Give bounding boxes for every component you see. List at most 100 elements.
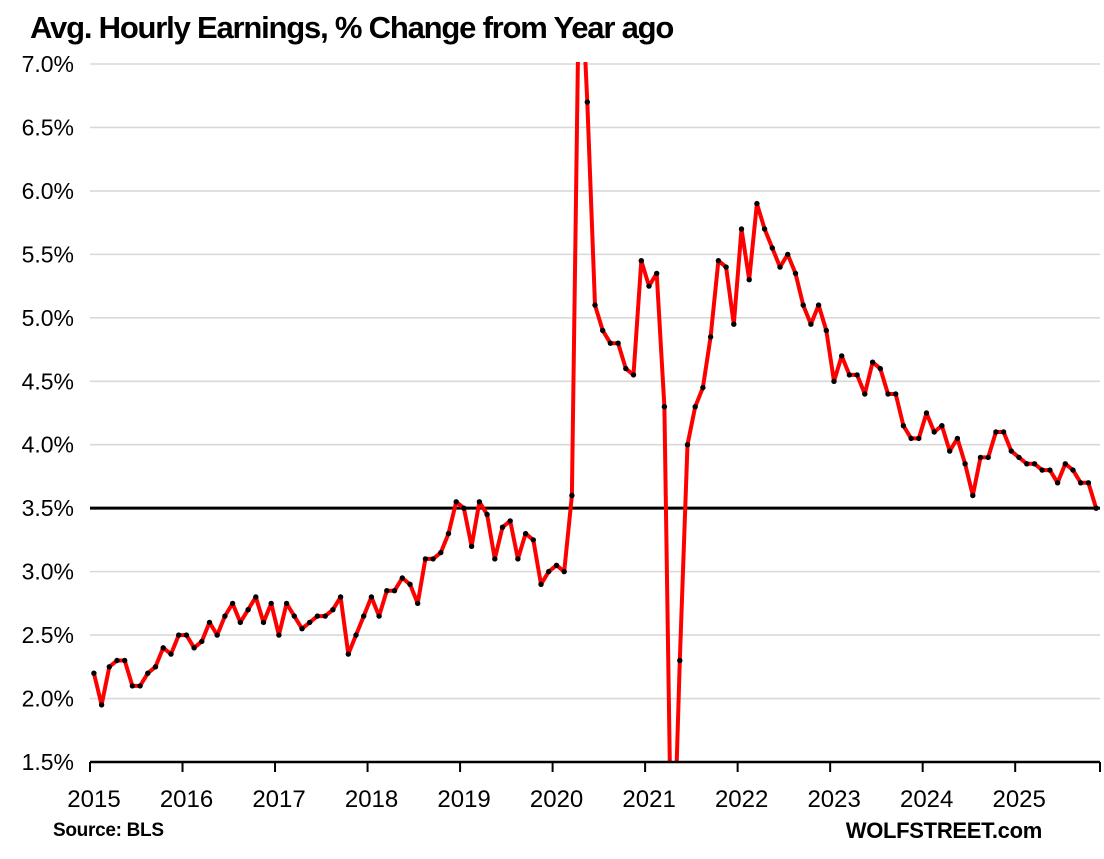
data-point: [137, 683, 143, 689]
data-point: [831, 378, 837, 384]
y-tick-label: 7.0%: [22, 51, 74, 77]
data-point: [908, 435, 914, 442]
x-axis: 2015 2016 2017 2018 2019 2020 2021 2022 2023 2024…: [67, 760, 1101, 813]
data-point: [1070, 467, 1076, 473]
data-point: [761, 226, 768, 232]
x-tick-label: 2024: [900, 786, 953, 813]
chart-title: Avg. Hourly Earnings, % Change from Year…: [30, 10, 674, 45]
data-point: [114, 657, 120, 664]
data-point: [1093, 505, 1099, 511]
data-point: [723, 264, 729, 270]
data-point: [646, 283, 652, 289]
data-point: [900, 423, 907, 429]
data-point: [954, 435, 961, 442]
y-gridlines: [90, 63, 1100, 700]
y-tick-label: 1.5%: [22, 749, 74, 775]
data-point: [985, 454, 991, 461]
data-point: [939, 423, 945, 429]
data-point: [846, 372, 853, 378]
data-point: [345, 651, 351, 657]
data-point: [422, 556, 429, 562]
data-point: [1085, 480, 1092, 486]
data-point: [484, 511, 490, 518]
data-point: [815, 302, 822, 308]
x-tick-label: 2019: [437, 786, 490, 813]
data-point: [538, 581, 544, 587]
data-point: [623, 365, 629, 372]
data-point: [337, 594, 344, 600]
data-point: [407, 581, 413, 587]
data-point: [106, 664, 113, 670]
data-point: [746, 277, 752, 283]
data-point: [160, 645, 166, 651]
x-tick-label: 2020: [530, 786, 583, 813]
data-point: [785, 251, 791, 258]
data-point: [600, 327, 606, 334]
x-tick-label: 2017: [252, 786, 305, 813]
data-point: [700, 384, 706, 391]
y-tick-label: 3.5%: [22, 495, 74, 521]
y-tick-label: 4.0%: [22, 432, 74, 458]
y-axis-labels: 7.0% 6.5% 6.0% 5.5% 5.0% 4.5% 4.0% 3.5% 3.0% 2.5%…: [22, 51, 74, 775]
y-tick-label: 2.0%: [22, 686, 74, 712]
data-point: [98, 702, 105, 708]
data-point: [970, 492, 976, 499]
data-point: [245, 607, 251, 613]
brand-watermark: WOLFSTREET.com: [845, 818, 1043, 843]
data-point: [553, 562, 560, 568]
data-point: [330, 607, 336, 613]
data-point: [584, 99, 590, 105]
data-point: [307, 619, 313, 626]
x-tick-label: 2022: [715, 786, 768, 813]
data-point: [893, 391, 899, 397]
data-point: [438, 549, 444, 556]
data-point: [183, 632, 190, 638]
data-point: [507, 518, 513, 524]
x-tick-label: 2023: [807, 786, 860, 813]
data-point: [468, 543, 475, 549]
data-point: [314, 613, 321, 619]
data-point: [399, 575, 405, 581]
data-point: [923, 410, 930, 416]
y-tick-label: 6.0%: [22, 178, 74, 204]
data-point: [152, 664, 159, 670]
data-point: [453, 499, 459, 505]
data-point: [731, 321, 737, 327]
data-point: [476, 499, 483, 505]
data-point: [862, 391, 868, 397]
data-point: [176, 632, 182, 638]
data-point: [808, 321, 814, 327]
x-tick-label: 2018: [345, 786, 398, 813]
y-tick-label: 5.5%: [22, 241, 74, 267]
data-point: [1039, 467, 1045, 473]
data-point: [322, 613, 328, 619]
data-point: [947, 448, 953, 454]
data-point: [1016, 454, 1022, 461]
data-point: [199, 638, 205, 645]
data-point: [885, 391, 891, 397]
data-point: [654, 270, 660, 277]
data-point: [253, 594, 259, 600]
x-tick-label: 2021: [622, 786, 675, 813]
data-point: [122, 657, 128, 664]
data-point: [129, 683, 136, 689]
x-tick-label: 2025: [992, 786, 1045, 813]
data-point: [792, 270, 799, 277]
data-point: [1047, 467, 1053, 473]
data-point: [376, 613, 382, 619]
data-point: [630, 372, 637, 378]
x-tick-label: 2016: [160, 786, 213, 813]
data-point: [839, 353, 845, 359]
data-point: [415, 600, 421, 607]
data-point: [569, 492, 575, 499]
data-point: [777, 264, 783, 270]
data-point: [168, 651, 174, 657]
data-point: [522, 530, 529, 537]
data-point: [607, 340, 614, 346]
source-note: Source: BLS: [53, 820, 164, 841]
data-point: [561, 568, 567, 575]
data-point: [931, 429, 937, 435]
data-point: [515, 556, 521, 562]
